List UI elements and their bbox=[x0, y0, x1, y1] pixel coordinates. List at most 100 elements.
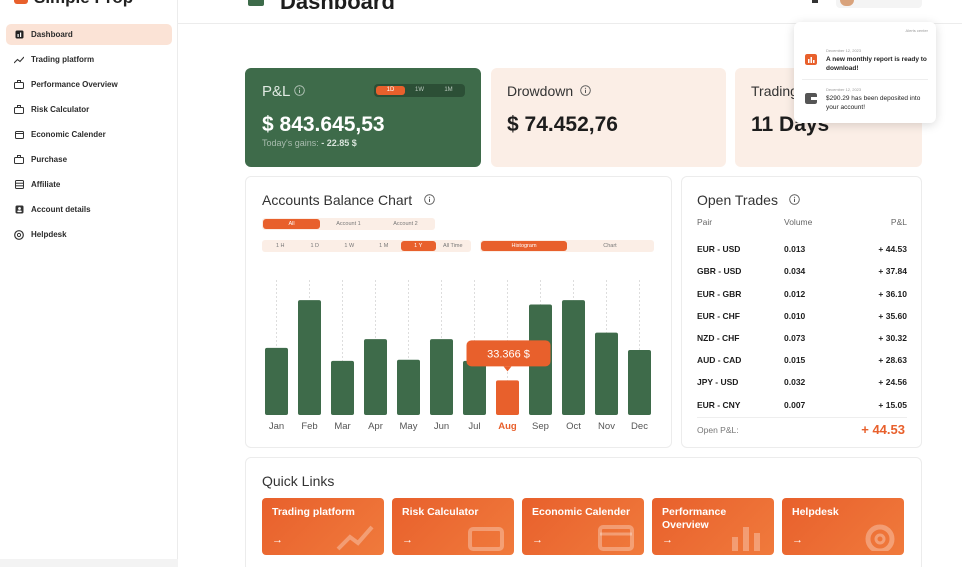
info-icon[interactable] bbox=[424, 194, 435, 205]
bar-dec[interactable] bbox=[628, 350, 651, 415]
quick-link-helpdesk[interactable]: Helpdesk → bbox=[782, 498, 904, 555]
bar-feb[interactable] bbox=[298, 300, 321, 415]
lifebuoy-icon bbox=[14, 229, 24, 240]
tab-1h[interactable]: 1 H bbox=[275, 243, 285, 249]
table-row[interactable]: EUR - CNY 0.007 + 15.05 bbox=[697, 400, 907, 412]
sidebar-item-economic-calender[interactable]: Economic Calender bbox=[6, 124, 172, 145]
calendar-icon bbox=[598, 525, 634, 551]
trade-volume: 0.032 bbox=[784, 377, 806, 387]
sidebar-item-risk-calculator[interactable]: Risk Calculator bbox=[6, 99, 172, 120]
bar-jun[interactable] bbox=[430, 339, 453, 415]
bar-apr[interactable] bbox=[364, 339, 387, 415]
bar-tooltip: 33.366 $ bbox=[466, 340, 551, 372]
trade-pair: EUR - CNY bbox=[697, 400, 741, 410]
tab-account-1[interactable]: Account 1 bbox=[336, 221, 361, 227]
open-pl-value: + 44.53 bbox=[861, 422, 905, 437]
table-row[interactable]: EUR - GBR 0.012 + 36.10 bbox=[697, 289, 907, 301]
sidebar-item-performance-overview[interactable]: Performance Overview bbox=[6, 74, 172, 95]
dashboard-icon bbox=[14, 30, 24, 40]
sidebar: Simple Prop Dashboard Trading platform P… bbox=[0, 0, 178, 567]
tab-account-2[interactable]: Account 2 bbox=[393, 221, 418, 227]
sidebar-item-label: Trading platform bbox=[31, 55, 95, 64]
tab-1w[interactable]: 1 W bbox=[344, 243, 355, 249]
quick-link-performance-overview[interactable]: Performance Overview → bbox=[652, 498, 774, 555]
notification-item[interactable]: December 12, 2023 $290.29 has been depos… bbox=[805, 83, 929, 113]
user-menu[interactable] bbox=[836, 0, 922, 8]
sidebar-item-trading-platform[interactable]: Trading platform bbox=[6, 49, 172, 70]
pl-value: $ 843.645,53 bbox=[262, 113, 385, 136]
arrow-right-icon: → bbox=[792, 534, 803, 546]
x-tick-label: Oct bbox=[566, 421, 581, 432]
trade-pl: + 35.60 bbox=[878, 311, 907, 321]
calendar-icon bbox=[14, 130, 24, 140]
x-tick-label: Dec bbox=[631, 421, 648, 432]
notification-date: December 12, 2023 bbox=[826, 87, 862, 92]
quick-link-risk-calculator[interactable]: Risk Calculator → bbox=[392, 498, 514, 555]
sidebar-nav: Dashboard Trading platform Performance O… bbox=[6, 24, 172, 249]
quick-link-trading-platform[interactable]: Trading platform → bbox=[262, 498, 384, 555]
lifebuoy-icon bbox=[865, 524, 895, 551]
sidebar-item-label: Performance Overview bbox=[31, 80, 118, 89]
tab-1y[interactable]: 1 Y bbox=[401, 241, 436, 251]
x-tick-label: Mar bbox=[334, 421, 350, 432]
tab-chart[interactable]: Chart bbox=[603, 243, 617, 249]
x-tick-label: Jun bbox=[434, 421, 449, 432]
table-row[interactable]: GBR - USD 0.034 + 37.84 bbox=[697, 266, 907, 278]
period-tabs: 1 H 1 D 1 W 1 M 1 Y All Time bbox=[262, 240, 471, 252]
info-icon[interactable] bbox=[789, 194, 800, 205]
trade-pair: EUR - CHF bbox=[697, 311, 740, 321]
calculator-icon bbox=[14, 105, 24, 115]
bar-may[interactable] bbox=[397, 359, 420, 415]
table-row[interactable]: EUR - CHF 0.010 + 35.60 bbox=[697, 311, 907, 323]
pl-card: P&L 1D 1W 1M $ 843.645,53 Today's gains:… bbox=[245, 68, 481, 167]
chart-type-tabs: Histogram Chart bbox=[480, 240, 654, 252]
bar-mar[interactable] bbox=[331, 360, 354, 415]
tab-1m[interactable]: 1 M bbox=[379, 243, 389, 249]
sidebar-item-label: Economic Calender bbox=[31, 130, 106, 139]
tab-1m[interactable]: 1M bbox=[444, 87, 453, 93]
sidebar-item-helpdesk[interactable]: Helpdesk bbox=[6, 224, 172, 245]
tab-histogram[interactable]: Histogram bbox=[481, 241, 567, 251]
divider bbox=[802, 79, 928, 80]
trade-pl: + 15.05 bbox=[878, 400, 907, 410]
tab-1w[interactable]: 1W bbox=[415, 87, 424, 93]
sidebar-item-label: Dashboard bbox=[31, 30, 73, 39]
bar-aug[interactable] bbox=[496, 380, 519, 415]
arrow-right-icon: → bbox=[402, 534, 413, 546]
bar-jul[interactable] bbox=[463, 360, 486, 415]
trade-pl: + 24.56 bbox=[878, 377, 907, 387]
drawdown-label: Drowdown bbox=[507, 83, 574, 99]
bar-oct[interactable] bbox=[562, 300, 585, 415]
info-icon[interactable] bbox=[294, 85, 305, 96]
quick-links-card: Quick Links Trading platform → Risk Calc… bbox=[245, 457, 922, 567]
table-row[interactable]: EUR - USD 0.013 + 44.53 bbox=[697, 244, 907, 256]
notification-item[interactable]: December 12, 2023 A new monthly report i… bbox=[805, 44, 929, 74]
table-row[interactable]: AUD - CAD 0.015 + 28.63 bbox=[697, 355, 907, 367]
bar-nov[interactable] bbox=[595, 332, 618, 415]
bell-icon[interactable] bbox=[810, 0, 820, 4]
logo-icon bbox=[14, 0, 28, 4]
sidebar-item-account-details[interactable]: Account details bbox=[6, 199, 172, 220]
table-row[interactable]: NZD - CHF 0.073 + 30.32 bbox=[697, 333, 907, 345]
bag-icon bbox=[14, 155, 24, 165]
bar-jan[interactable] bbox=[265, 347, 288, 415]
sidebar-item-affiliate[interactable]: Affiliate bbox=[6, 174, 172, 195]
sidebar-item-dashboard[interactable]: Dashboard bbox=[6, 24, 172, 45]
table-row[interactable]: JPY - USD 0.032 + 24.56 bbox=[697, 377, 907, 389]
tab-1d[interactable]: 1 D bbox=[310, 243, 320, 249]
pl-gains: Today's gains: - 22.85 $ bbox=[262, 138, 357, 148]
tab-1d[interactable]: 1D bbox=[376, 86, 405, 95]
quick-link-label: Helpdesk bbox=[792, 506, 839, 518]
quick-link-economic-calender[interactable]: Economic Calender → bbox=[522, 498, 644, 555]
sidebar-item-purchase[interactable]: Purchase bbox=[6, 149, 172, 170]
x-tick-label: Sep bbox=[532, 421, 549, 432]
tooltip-value: 33.366 $ bbox=[487, 348, 530, 360]
notification-text: $290.29 has been deposited into your acc… bbox=[826, 95, 921, 111]
balance-bar-chart: Jan Feb Mar Apr May Jun Jul Aug Sep Oct Nov Dec 33.3… bbox=[265, 280, 651, 432]
tab-all-time[interactable]: All Time bbox=[442, 243, 463, 249]
app-logo[interactable]: Simple Prop bbox=[34, 0, 133, 8]
info-icon[interactable] bbox=[580, 85, 591, 96]
x-tick-label: Nov bbox=[598, 421, 615, 432]
tab-all[interactable]: All bbox=[263, 219, 320, 229]
gains-label: Today's gains: bbox=[262, 138, 319, 148]
